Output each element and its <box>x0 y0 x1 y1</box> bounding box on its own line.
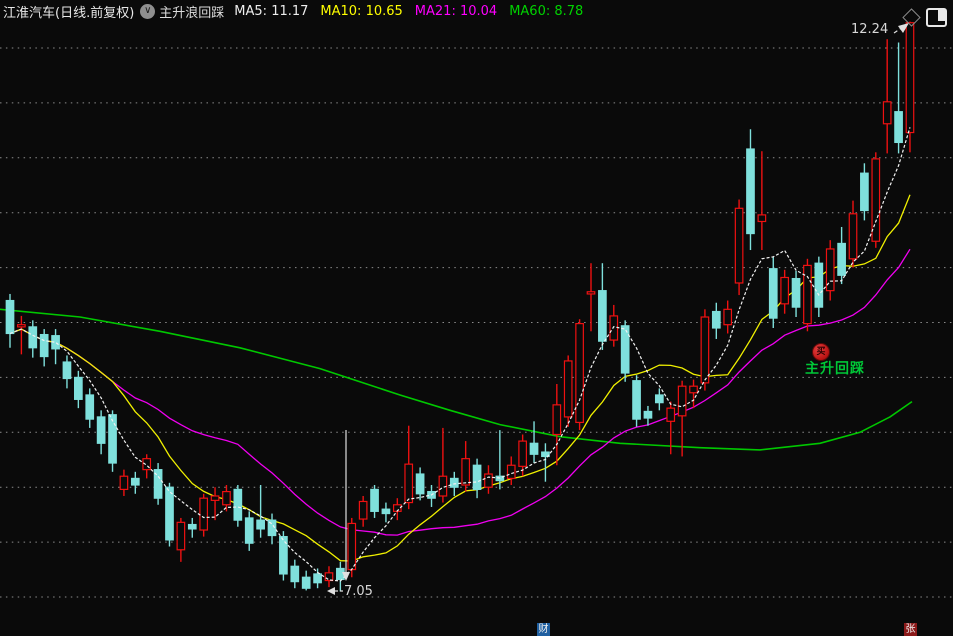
low-price-label: 7.05 <box>344 584 373 599</box>
diamond-icon[interactable] <box>902 8 921 27</box>
ma10-line <box>9 194 911 562</box>
candle-view-icon[interactable] <box>926 8 947 27</box>
ma5-value: MA5: 11.17 <box>234 3 309 19</box>
annotation-arrows <box>327 23 909 595</box>
ma5-line <box>9 127 911 582</box>
ma21-value: MA21: 10.04 <box>414 3 498 19</box>
high-price-label: 12.24 <box>851 22 889 37</box>
floating-badge-cai[interactable]: 财 <box>537 623 550 636</box>
chevron-down-icon[interactable]: ∨ <box>140 3 156 19</box>
ma60-value: MA60: 8.78 <box>509 3 584 19</box>
ma21-line <box>9 248 911 536</box>
symbol-title: 江淮汽车(日线.前复权) <box>3 5 135 21</box>
buy-signal-label: 主升回踩 <box>805 361 865 377</box>
ma10-value: MA10: 10.65 <box>320 3 403 19</box>
chart-header: 江淮汽车(日线.前复权) ∨ 主升浪回踩 MA5: 11.17 MA10: 10… <box>0 0 953 22</box>
indicator-name: 主升浪回踩 <box>159 5 225 21</box>
ma60-line <box>0 308 913 451</box>
candles <box>5 21 915 592</box>
floating-badge-zhang[interactable]: 张 <box>904 623 917 636</box>
corner-toolbar <box>902 8 947 27</box>
buy-signal-icon: 买 <box>812 343 830 361</box>
